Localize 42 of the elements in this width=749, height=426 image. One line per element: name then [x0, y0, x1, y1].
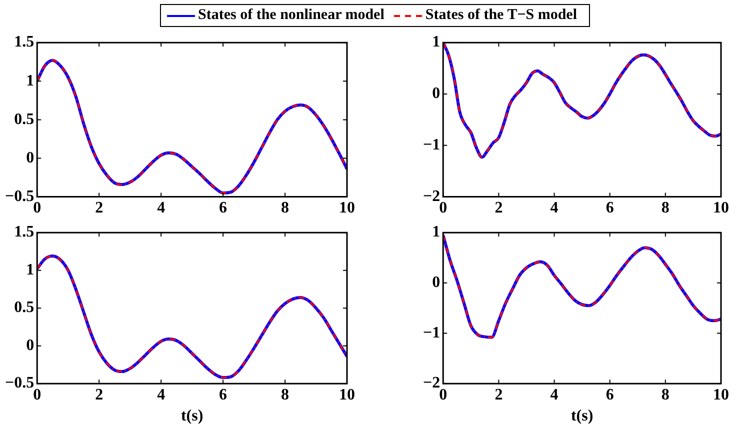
y-tick-label: 1.5 — [14, 224, 34, 241]
x-tick-label: 6 — [606, 386, 614, 404]
y-tick-label: 0 — [26, 149, 34, 166]
y-tick-label: −2 — [422, 188, 440, 205]
y-tick-label: −1 — [422, 324, 440, 342]
y-tick-label: 0 — [432, 274, 440, 292]
y-tick-label: 0 — [26, 336, 34, 354]
y-tick-label: 1 — [432, 224, 440, 241]
y-tick-label: 1.5 — [14, 34, 34, 51]
x-tick-label: 10 — [713, 200, 729, 217]
x-tick-label: 10 — [339, 386, 355, 404]
x-tick-label: 8 — [281, 386, 290, 404]
x-tick-label: 2 — [494, 386, 503, 404]
x-tick-label: 8 — [661, 386, 670, 404]
x-tick-label: 8 — [661, 200, 670, 217]
y-tick-label: 1 — [26, 72, 34, 90]
x-tick-label: 10 — [339, 200, 355, 217]
x-tick-label: 6 — [606, 200, 614, 217]
x-tick-label: 4 — [157, 386, 166, 404]
x-tick-label: 6 — [219, 386, 228, 404]
y-tick-label: 0.5 — [14, 299, 34, 316]
legend-label: States of the nonlinear model — [198, 7, 384, 24]
x-tick-label: 2 — [95, 386, 104, 404]
x-tick-label: 2 — [95, 200, 104, 217]
x-tick-label: 4 — [550, 200, 558, 217]
x-axis-title: t(s) — [180, 408, 204, 425]
y-tick-label: 0 — [432, 85, 440, 102]
y-tick-label: 1 — [432, 34, 440, 51]
y-tick-label: −0.5 — [4, 374, 34, 392]
x-tick-label: 8 — [281, 200, 290, 217]
y-tick-label: 1 — [26, 261, 34, 278]
x-tick-label: 6 — [219, 200, 228, 217]
x-tick-label: 4 — [550, 386, 558, 404]
legend-label: States of the T−S model — [425, 7, 577, 24]
y-tick-label: 0.5 — [14, 110, 34, 128]
x-tick-label: 10 — [713, 386, 729, 404]
x-tick-label: 4 — [157, 200, 166, 217]
y-tick-label: −0.5 — [4, 188, 34, 205]
x-tick-label: 2 — [494, 200, 503, 217]
y-tick-label: −2 — [422, 374, 440, 392]
x-axis-title: t(s) — [570, 408, 594, 425]
y-tick-label: −1 — [422, 136, 440, 154]
